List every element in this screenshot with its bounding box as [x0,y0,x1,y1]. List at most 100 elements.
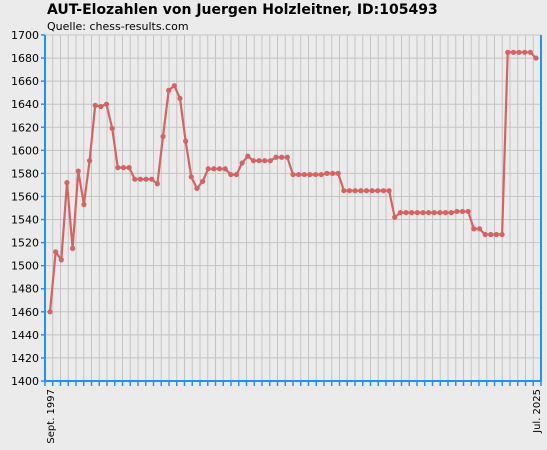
y-tick-label: 1500 [11,260,39,273]
data-point [414,210,420,216]
data-point [279,154,285,160]
data-point [335,170,341,176]
data-point [70,245,76,251]
chart-title: AUT-Elozahlen von Juergen Holzleitner, I… [47,2,438,18]
data-point [160,133,166,140]
data-point [437,210,443,216]
data-point [239,160,245,166]
y-tick-label: 1420 [11,352,39,365]
data-point [403,210,409,216]
data-point [397,210,403,216]
data-point [499,231,505,238]
data-point [250,158,257,164]
data-point [98,103,104,110]
data-point [267,158,273,164]
data-point [471,226,477,232]
data-point [222,166,228,172]
y-tick-label: 1660 [11,75,39,88]
data-point [149,176,155,182]
data-point [476,226,483,232]
data-point [273,154,279,160]
data-point [375,188,381,194]
x-tick-label: Sept. 1997 [46,389,57,444]
data-point [64,180,70,186]
data-point [301,171,307,178]
data-point [53,249,59,255]
data-point [233,171,240,178]
data-point [431,210,437,216]
data-point [505,49,511,55]
data-point [352,188,358,194]
data-point [369,188,375,194]
chart-source: Quelle: chess-results.com [47,20,189,33]
data-point [199,178,206,185]
y-tick-label: 1520 [11,237,39,250]
data-point [392,214,398,220]
data-point [522,49,528,55]
data-point [380,188,387,194]
data-point [47,309,53,315]
data-point [188,174,194,180]
x-tick-label: Jul. 2025 [532,389,543,434]
y-tick-label: 1680 [11,52,39,65]
data-point [426,210,432,216]
data-point [205,166,211,172]
data-point [307,171,313,178]
data-point [166,87,172,93]
data-point [245,153,251,159]
data-point [290,171,296,178]
data-point [482,231,488,238]
data-point [324,170,330,176]
data-point [171,83,177,89]
data-point [329,170,336,176]
data-point [386,188,392,194]
data-point [262,158,268,164]
y-tick-label: 1480 [11,283,39,296]
y-tick-label: 1600 [11,144,39,157]
data-point [341,188,347,194]
data-point [454,208,460,215]
data-point [256,158,262,164]
y-tick-label: 1460 [11,306,39,319]
data-point [132,176,138,182]
data-point [284,154,290,160]
data-point [103,101,110,107]
data-point [459,208,466,215]
data-point [109,125,115,132]
data-point [177,95,183,102]
data-point [211,166,217,172]
data-point [58,257,64,263]
y-tick-label: 1620 [11,121,39,134]
y-tick-label: 1640 [11,98,39,111]
data-point [448,210,454,216]
data-point [75,168,81,174]
data-point [137,176,144,182]
data-point [442,210,449,216]
data-point [120,165,127,171]
data-point [92,102,98,108]
data-point [216,166,223,172]
data-point [313,171,319,178]
y-tick-label: 1560 [11,190,39,203]
data-point [126,165,132,171]
data-point [516,49,522,55]
y-tick-label: 1400 [11,375,39,388]
data-point [363,188,370,194]
data-point [488,231,494,238]
y-tick-label: 1540 [11,214,39,227]
y-tick-label: 1580 [11,167,39,180]
data-point [115,165,121,171]
data-point [527,49,533,55]
data-point [86,158,93,164]
y-tick-label: 1700 [11,29,39,42]
data-point [183,138,189,144]
data-point [194,185,200,191]
data-point [154,181,160,187]
data-point [533,55,539,61]
data-point [346,188,353,194]
data-point [358,188,364,194]
data-point [228,171,234,178]
data-point [81,201,87,208]
y-tick-label: 1440 [11,329,39,342]
